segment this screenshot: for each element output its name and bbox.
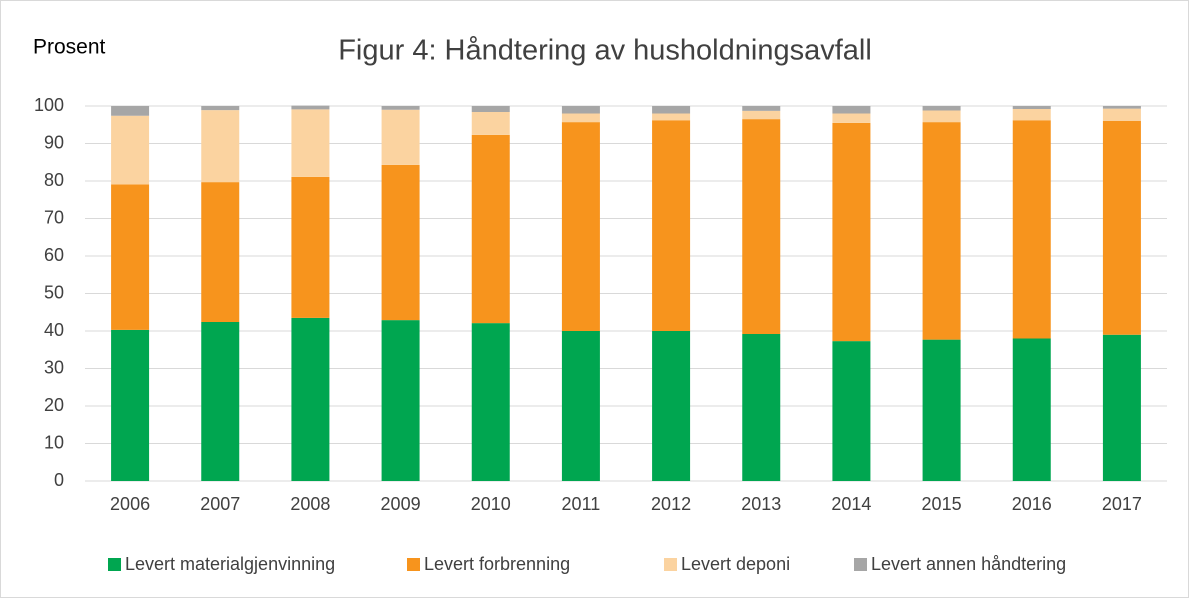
bar-segment (652, 331, 691, 481)
x-tick-label: 2016 (1012, 494, 1052, 514)
y-tick-label: 30 (44, 357, 64, 377)
bar-segment (742, 110, 781, 120)
bar-segment (561, 122, 600, 331)
bar-segment (561, 113, 600, 123)
bar-segment (201, 106, 240, 111)
bar-segment (381, 320, 420, 481)
x-tick-label: 2012 (651, 494, 691, 514)
bar-segment (832, 113, 871, 123)
x-tick-label: 2009 (381, 494, 421, 514)
y-tick-label: 70 (44, 207, 64, 227)
x-tick-label: 2011 (562, 494, 601, 514)
bar-segment (561, 331, 600, 481)
legend-swatch (854, 558, 867, 571)
bar-segment (1102, 106, 1141, 109)
bar-segment (561, 106, 600, 114)
bar-segment (652, 113, 691, 121)
y-tick-label: 40 (44, 320, 64, 340)
y-tick-label: 100 (34, 95, 64, 115)
bar-segment (291, 317, 330, 481)
x-tick-label: 2017 (1102, 494, 1142, 514)
bar-segment (111, 184, 150, 330)
bar-segment (1012, 120, 1051, 339)
bar-segment (1012, 338, 1051, 481)
y-axis-label: Prosent (33, 36, 106, 59)
bar-segment (742, 119, 781, 334)
bar-segment (1102, 121, 1141, 335)
y-tick-label: 10 (44, 432, 64, 452)
bar-segment (111, 106, 150, 116)
bar-segment (381, 106, 420, 110)
bar-segment (111, 329, 150, 481)
bar-segment (652, 106, 691, 114)
y-tick-label: 20 (44, 395, 64, 415)
bar-segment (201, 182, 240, 322)
bar-segment (291, 109, 330, 177)
bar-segment (1012, 106, 1051, 109)
x-tick-label: 2008 (290, 494, 330, 514)
y-tick-label: 60 (44, 245, 64, 265)
bar-segment (381, 109, 420, 165)
bar-segment (922, 110, 961, 123)
bar-segment (201, 110, 240, 183)
chart-title: Figur 4: Håndtering av husholdningsavfal… (338, 35, 872, 67)
x-tick-label: 2006 (110, 494, 150, 514)
bar-segment (471, 323, 510, 481)
bar-segment (832, 341, 871, 481)
bar-segment (201, 322, 240, 481)
bar-segment (291, 176, 330, 318)
y-tick-label: 0 (54, 470, 64, 490)
legend-swatch (407, 558, 420, 571)
x-tick-label: 2014 (831, 494, 871, 514)
bar-segment (742, 106, 781, 111)
bar-segment (471, 112, 510, 135)
bar-segment (922, 122, 961, 340)
legend-swatch (664, 558, 677, 571)
legend-label: Levert annen håndtering (871, 554, 1066, 574)
bar-segment (652, 120, 691, 331)
bar-segment (922, 106, 961, 111)
bar-segment (1012, 109, 1051, 121)
bar-segment (381, 164, 420, 321)
legend-label: Levert materialgjenvinning (125, 554, 335, 574)
x-tick-label: 2013 (741, 494, 781, 514)
bar-segment (832, 106, 871, 114)
x-tick-label: 2015 (922, 494, 962, 514)
y-tick-label: 80 (44, 170, 64, 190)
legend-label: Levert forbrenning (424, 554, 570, 574)
legend-label: Levert deponi (681, 554, 790, 574)
legend-swatch (108, 558, 121, 571)
x-tick-label: 2007 (200, 494, 240, 514)
bar-segment (922, 339, 961, 481)
bar-segment (471, 106, 510, 112)
bar-segment (111, 115, 150, 185)
bar-segment (832, 122, 871, 342)
bar-segment (471, 134, 510, 324)
y-tick-label: 90 (44, 132, 64, 152)
bar-segment (1102, 334, 1141, 481)
bar-segment (742, 334, 781, 481)
bar-segment (1102, 108, 1141, 121)
bar-segment (291, 105, 330, 110)
x-tick-label: 2010 (471, 494, 511, 514)
y-tick-label: 50 (44, 282, 64, 302)
